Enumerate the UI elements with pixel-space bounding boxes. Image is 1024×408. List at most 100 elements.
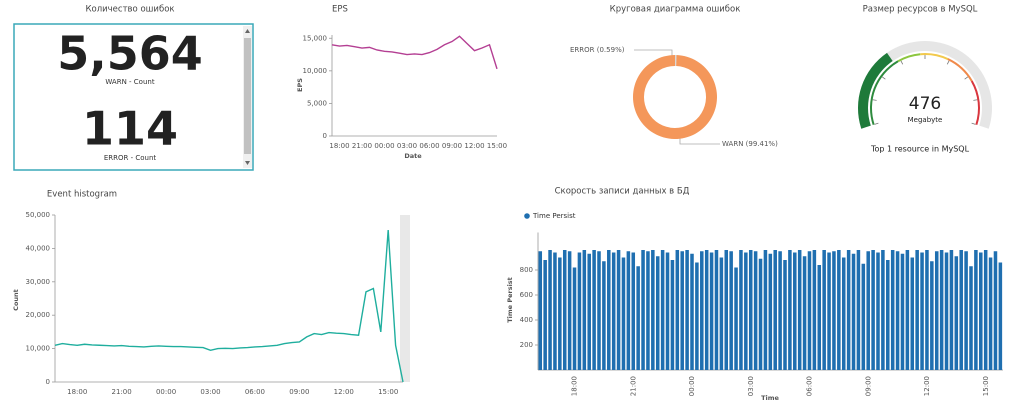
y-tick-label: 400 [520,316,533,324]
bar [827,252,831,370]
gauge-value-label: 476 [909,94,941,114]
bar [538,251,543,370]
bar [734,267,738,370]
bar [920,252,924,370]
scrollbar [400,215,410,382]
bar [695,262,699,370]
bar [631,252,636,370]
bar [866,251,870,370]
bar [802,256,807,370]
x-tick-label: 09:00 [864,376,872,396]
bar [572,267,577,370]
bar [597,251,601,370]
bar [861,263,866,370]
chart-title: EPS [332,5,348,15]
x-tick-label: 15:00 [487,142,507,150]
x-tick-label: 12:00 [923,376,931,396]
bar [890,250,895,370]
y-tick-label: 0 [46,378,50,386]
x-axis-label: Time [761,394,779,402]
bar [641,250,645,370]
y-axis-label: Count [12,289,20,311]
chart-title: Круговая диаграмма ошибок [610,5,741,15]
bar [851,253,856,370]
bar [607,250,611,370]
x-tick-label: 09:00 [442,142,462,150]
bar [582,250,587,370]
bar [939,250,944,370]
gauge-tick [881,76,886,80]
x-tick-label: 21:00 [629,376,637,396]
bar [592,250,596,370]
chart-title: Количество ошибок [85,5,174,15]
gauge-band [897,53,921,63]
bar [900,253,905,370]
y-tick-label: 800 [520,266,533,274]
x-tick-label: 21:00 [112,388,132,396]
pie-slice [675,55,677,67]
bar [587,253,591,370]
bar [773,250,777,370]
gauge-band [970,80,980,125]
bar [602,261,606,370]
bar [954,256,959,370]
x-tick-label: 12:00 [334,388,354,396]
bar [788,250,792,370]
bar [964,251,968,370]
bar [729,251,733,370]
bar [886,260,890,370]
gauge-subtitle: Top 1 resource in MySQL [870,145,970,154]
bar [979,252,983,370]
x-tick-label: 15:00 [982,376,990,396]
y-axis-label: EPS [296,78,304,92]
gauge-tick [900,60,904,65]
y-tick-label: 30,000 [26,278,51,286]
scrollbar-thumb[interactable] [244,38,251,154]
metric-panel [13,23,254,171]
bar [685,250,689,370]
y-tick-label: 10,000 [303,67,328,75]
bar [949,250,954,370]
bar [611,252,616,370]
bar [665,252,670,370]
bar [655,256,660,370]
gauge-tick [973,99,978,101]
x-tick-label: 00:00 [156,388,176,396]
line-series [54,229,404,383]
bar [714,250,719,370]
x-tick-label: 06:00 [245,388,265,396]
bar [543,260,547,370]
x-tick-label: 00:00 [374,142,394,150]
bar [548,250,552,370]
gauge-tick [946,60,950,65]
bar [822,250,826,370]
bar [739,250,743,370]
bar [675,250,680,370]
gauge-tick [874,122,879,125]
x-tick-label: 18:00 [67,388,87,396]
bar [832,251,836,370]
pie-leader-lines [634,49,720,145]
y-tick-label: 15,000 [303,34,328,42]
bar [944,252,949,370]
bar [837,250,841,370]
x-tick-label: 18:00 [571,376,579,396]
bar [558,257,562,370]
x-tick-label: 09:00 [289,388,309,396]
gauge-unit: Megabyte [908,116,943,124]
pie-label: ERROR (0.59%) [570,46,625,54]
bar [807,251,812,370]
gauge-tick [971,122,976,125]
bar [753,251,758,370]
gauge-band [947,58,973,82]
bar [905,250,910,370]
metric-value: 114 [82,102,178,156]
bar [930,261,934,370]
bar [925,250,929,370]
bar [910,257,915,370]
bar [719,257,724,370]
bar [841,257,846,370]
y-tick-label: 50,000 [26,211,51,219]
x-tick-label: 03:00 [397,142,417,150]
